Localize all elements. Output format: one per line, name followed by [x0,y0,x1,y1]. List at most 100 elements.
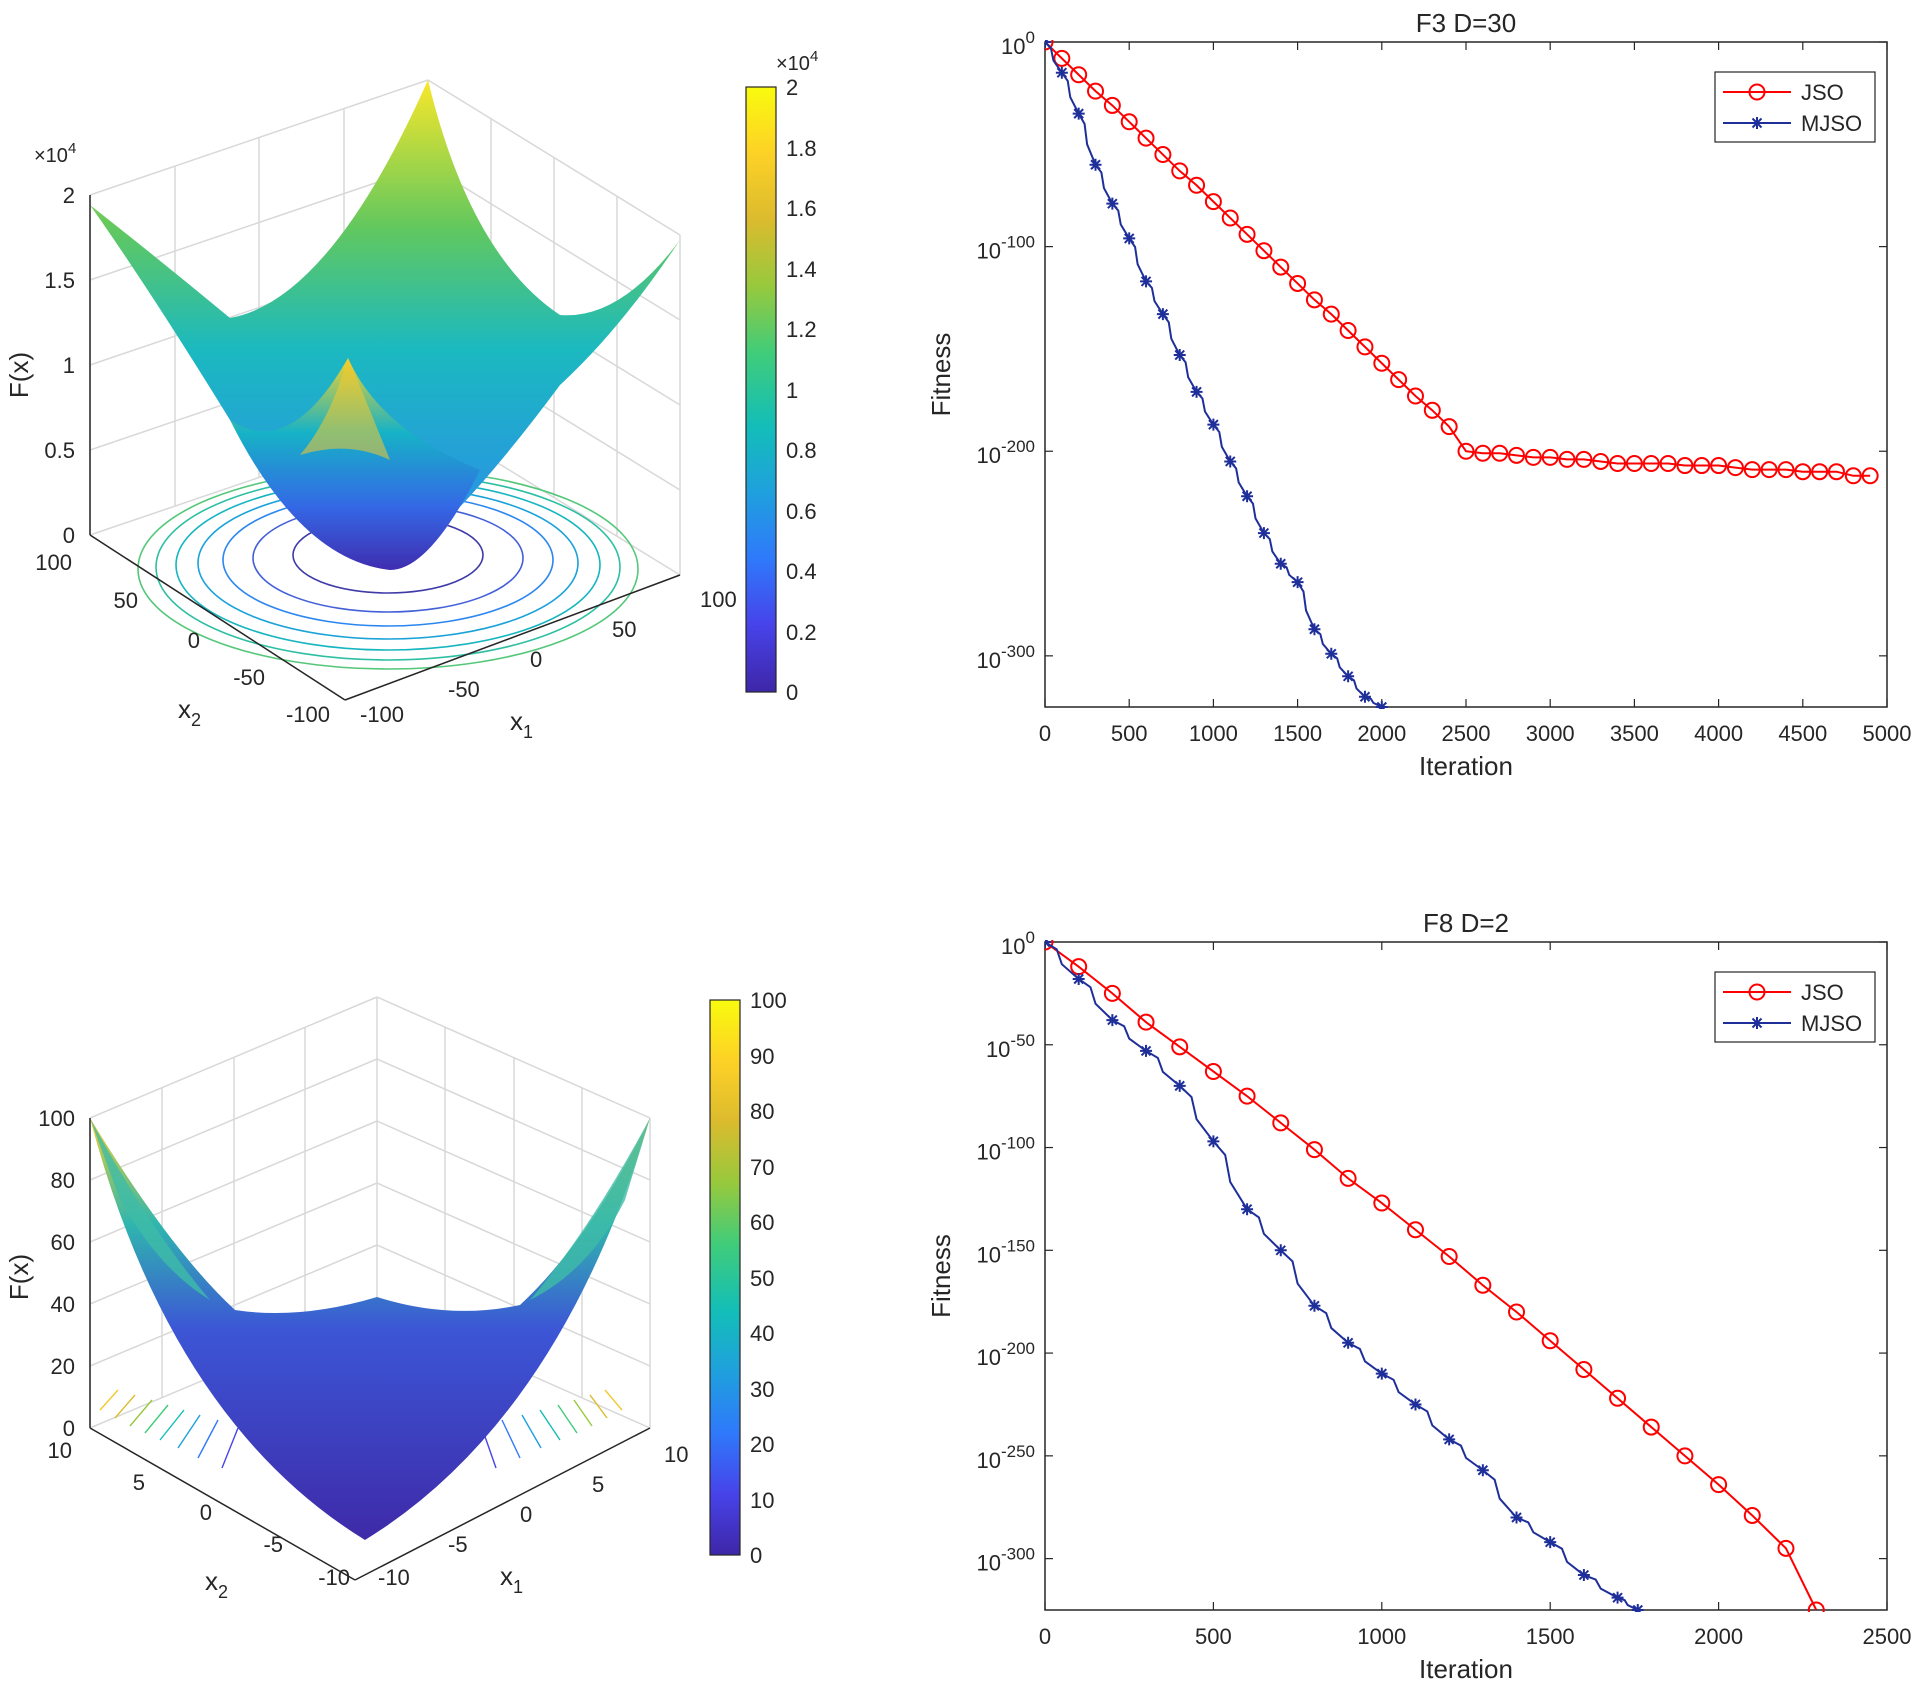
point-mjso-f3-19 [1358,690,1371,703]
point-jso-f3-38 [1676,457,1694,475]
cbar-tick-bottom-8: 80 [750,1099,774,1124]
point-mjso-f3-16 [1308,623,1321,636]
x2-tick-bottom-1: -5 [263,1532,283,1557]
cbar-tick-bottom-9: 90 [750,1044,774,1069]
x2-tick-top-3: 50 [114,588,138,613]
z-tick-bottom-0: 0 [63,1416,75,1441]
colorbar-top [745,86,777,693]
point-jso-f8-3 [1137,1013,1155,1031]
legend-label-jso-f8: JSO [1801,980,1844,1005]
series-jso-f3 [1045,40,1879,485]
z-tick-top-3: 1.5 [44,268,75,293]
point-mjso-f3-18 [1342,670,1355,683]
point-mjso-f3-10 [1207,418,1220,431]
cbar-tick-bottom-1: 10 [750,1488,774,1513]
point-jso-f3-5 [1120,113,1138,131]
cbar-tick-top-3: 0.6 [786,499,817,524]
point-jso-f3-20 [1373,354,1391,372]
cbar-tick-top-9: 1.8 [786,136,817,161]
point-jso-f3-11 [1221,209,1239,227]
point-jso-f3-44 [1777,461,1795,479]
x1-label-top: x1 [510,706,533,742]
x2-tick-top-2: 0 [188,628,200,653]
point-jso-f3-37 [1659,455,1677,473]
x2-tick-bottom-3: 5 [133,1470,145,1495]
x1-tick-top-1: -50 [448,677,480,702]
cbar-tick-top-6: 1.2 [786,317,817,342]
y-tick-f3-0: 100 [1001,28,1035,59]
cbar-tick-top-0: 0 [786,680,798,705]
point-jso-f3-30 [1541,448,1559,466]
y-tick-f8-2: 10-100 [976,1134,1035,1165]
x-tick-f8-3: 1500 [1526,1624,1575,1649]
x1-tick-top-2: 0 [530,647,542,672]
x-tick-f3-2: 1000 [1189,721,1238,746]
point-mjso-f3-3 [1089,158,1102,171]
series-line-jso-f8 [1045,941,1818,1611]
point-mjso-f8-14 [1510,1511,1523,1524]
point-mjso-f8-15 [1544,1536,1557,1549]
y-tick-f8-5: 10-250 [976,1442,1035,1473]
legend-box-f8 [1714,971,1876,1043]
point-mjso-f3-15 [1291,576,1304,589]
point-jso-f3-3 [1087,82,1105,100]
cbar-tick-top-1: 0.2 [786,620,817,645]
point-mjso-f8-1 [1072,972,1085,985]
point-jso-f8-23 [1807,1601,1825,1612]
point-jso-f3-34 [1609,455,1627,473]
z-label-top: F(x) [4,352,34,398]
x-tick-f3-9: 4500 [1778,721,1827,746]
point-mjso-f8-7 [1274,1244,1287,1257]
point-jso-f8-20 [1710,1476,1728,1494]
y-tick-f8-1: 10-50 [986,1031,1035,1062]
point-jso-f3-10 [1204,193,1222,211]
point-mjso-f8-13 [1476,1464,1489,1477]
plot-frame-f8 [1044,941,1888,1611]
point-mjso-f8-0 [1045,940,1051,948]
cbar-tick-bottom-3: 30 [750,1377,774,1402]
x1-tick-bottom-0: -10 [378,1565,410,1590]
surface-back-top [90,80,680,570]
point-jso-f8-5 [1204,1062,1222,1080]
series-line-mjso-f3 [1045,41,1383,708]
x2-label-top: x2 [178,694,201,730]
point-jso-f8-19 [1676,1447,1694,1465]
x-tick-f3-5: 2500 [1442,721,1491,746]
series-mjso-f3 [1045,40,1388,709]
point-jso-f3-21 [1390,371,1408,389]
point-mjso-f8-12 [1443,1433,1456,1446]
x2-tick-bottom-0: -10 [318,1565,350,1590]
y-tick-f3-1: 10-100 [976,233,1035,264]
x1-tick-top-0: -100 [360,702,404,727]
surface-front-top [230,358,480,570]
point-mjso-f8-18 [1631,1604,1644,1612]
point-jso-f3-47 [1827,463,1845,481]
point-mjso-f8-5 [1207,1135,1220,1148]
z-tick-top-1: 0.5 [44,438,75,463]
point-jso-f8-4 [1171,1038,1189,1056]
x-tick-f3-8: 4000 [1694,721,1743,746]
series-jso-f8 [1045,940,1825,1612]
point-jso-f3-12 [1238,225,1256,243]
point-mjso-f3-0 [1045,40,1051,48]
y-tick-f8-0: 100 [1001,928,1035,959]
y-tick-f8-4: 10-200 [976,1339,1035,1370]
point-mjso-f3-9 [1190,385,1203,398]
x2-tick-bottom-4: 10 [48,1438,72,1463]
x-tick-f3-3: 1500 [1273,721,1322,746]
cbar-tick-top-5: 1 [786,378,798,403]
point-jso-f3-25 [1457,442,1475,460]
x-tick-f3-7: 3500 [1610,721,1659,746]
point-jso-f3-23 [1423,401,1441,419]
x-tick-f3-0: 0 [1039,721,1051,746]
point-jso-f8-14 [1508,1303,1526,1321]
x2-tick-top-1: -50 [233,665,265,690]
point-jso-f3-19 [1356,338,1374,356]
point-jso-f3-7 [1154,146,1172,164]
y-tick-f3-3: 10-300 [976,642,1035,673]
point-jso-f3-15 [1289,274,1307,292]
point-mjso-f3-5 [1123,232,1136,245]
point-jso-f8-2 [1103,984,1121,1002]
convergence-chart-f3: F3 D=30 0 500 1000 1500 2000 2500 3000 3500 4000 4… [926,8,1911,781]
